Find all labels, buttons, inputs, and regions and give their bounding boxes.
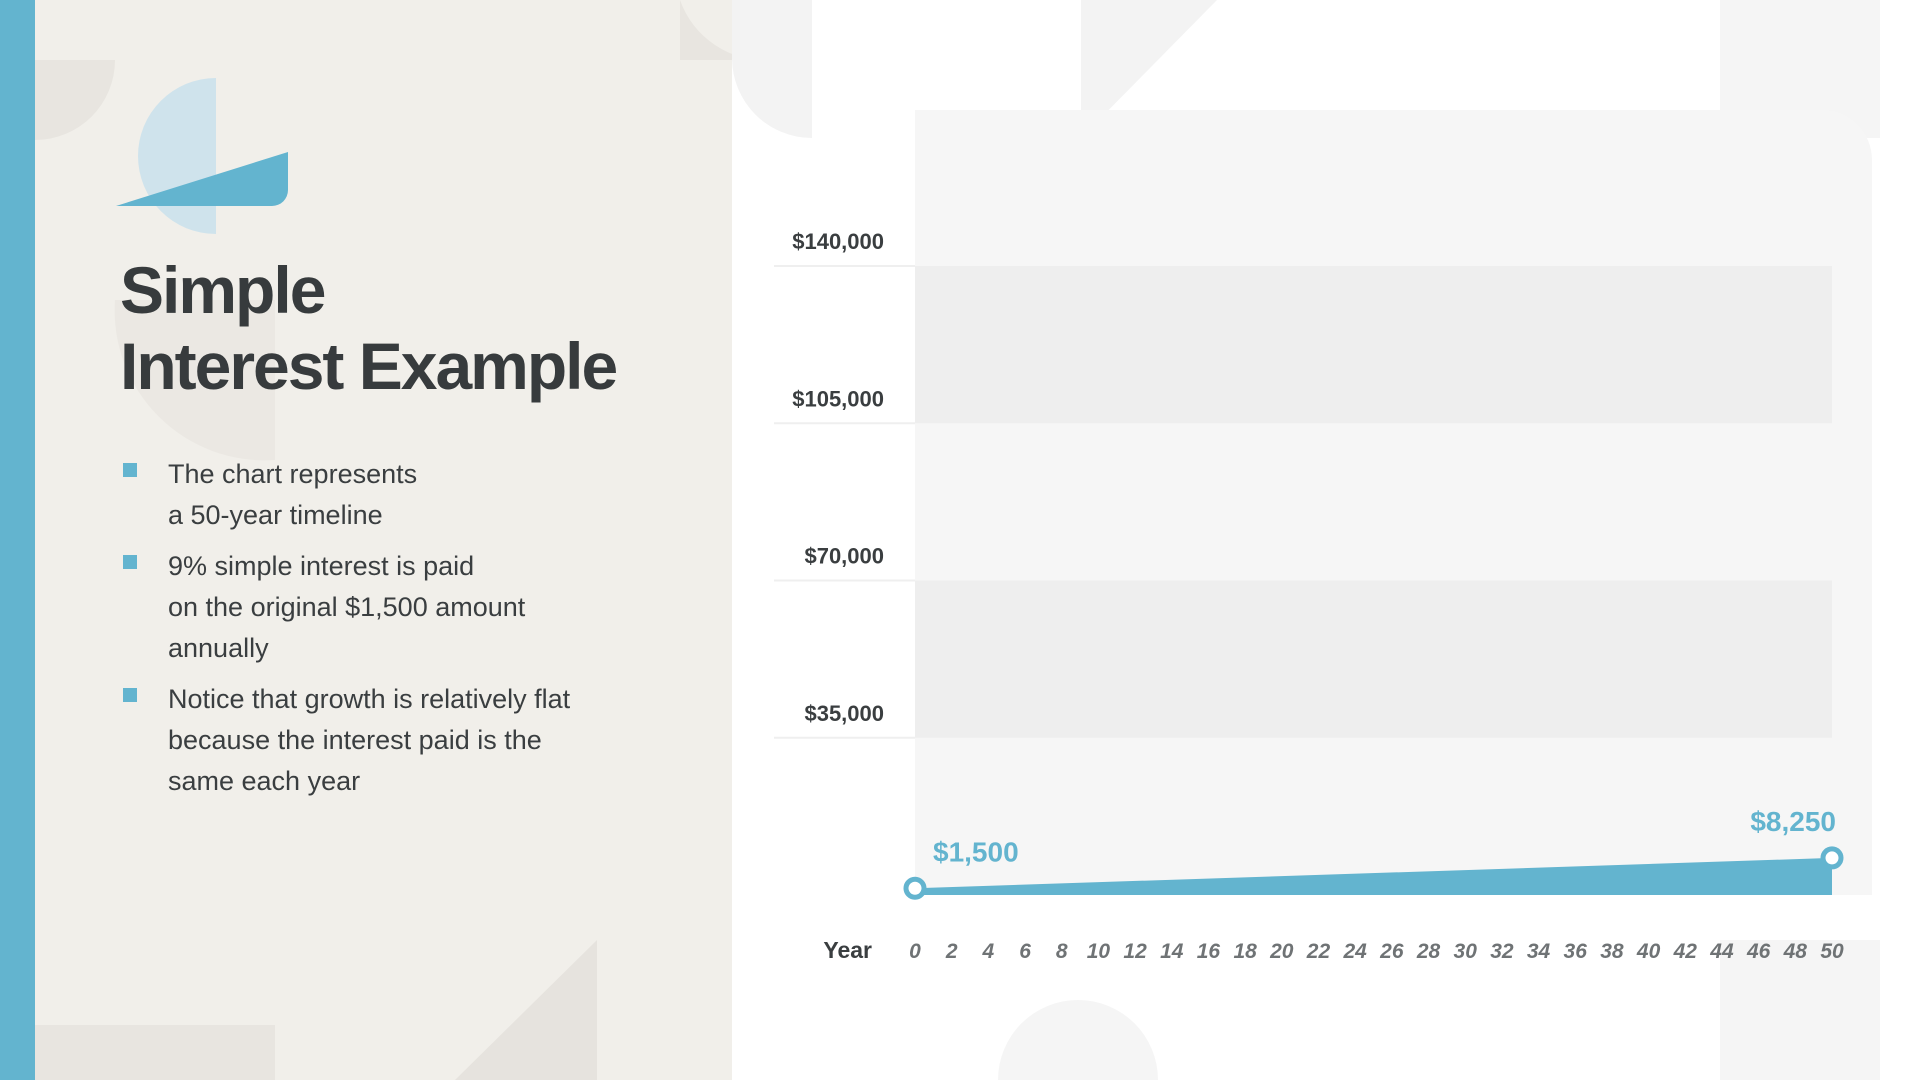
x-tick-label: 20 xyxy=(1269,940,1294,963)
y-tick-label: $70,000 xyxy=(804,544,884,569)
logo-icon xyxy=(116,78,288,234)
x-tick-label: 44 xyxy=(1709,940,1734,963)
x-tick-label: 36 xyxy=(1564,940,1588,963)
x-axis-label: Year xyxy=(823,937,872,963)
x-tick-label: 50 xyxy=(1820,940,1844,963)
y-tick-label: $35,000 xyxy=(804,701,884,726)
chart-area: $140,000 $105,000 $70,000 $35,000 $1,500 $8,2… xyxy=(732,0,1920,1080)
bullet-list: The chart represents a 50-year timeline … xyxy=(120,454,660,812)
bullet-2-line-2: on the original $1,500 amount xyxy=(168,592,526,622)
x-tick-label: 12 xyxy=(1123,940,1147,963)
x-tick-label: 26 xyxy=(1379,940,1404,963)
title-line-1: Simple xyxy=(120,253,326,327)
square-bullet-icon xyxy=(123,463,137,477)
slide-title: Simple Interest Example xyxy=(120,252,618,404)
x-tick-label: 10 xyxy=(1087,940,1111,963)
x-tick-label: 48 xyxy=(1783,940,1808,963)
x-tick-label: 24 xyxy=(1342,940,1367,963)
x-tick-label: 4 xyxy=(982,940,995,963)
bullet-3-line-1: Notice that growth is relatively flat xyxy=(168,684,571,714)
x-tick-label: 40 xyxy=(1636,940,1661,963)
x-tick-label: 42 xyxy=(1673,940,1698,963)
x-tick-label: 30 xyxy=(1454,940,1478,963)
bg-triangle xyxy=(455,940,597,1080)
x-tick-label: 2 xyxy=(945,940,958,963)
x-tick-label: 8 xyxy=(1056,940,1068,963)
simple-interest-chart: $140,000 $105,000 $70,000 $35,000 $1,500 $8,2… xyxy=(732,0,1880,1080)
grid-band xyxy=(915,266,1832,424)
x-tick-label: 34 xyxy=(1527,940,1551,963)
data-point-marker xyxy=(903,876,927,900)
x-tick-label: 38 xyxy=(1600,940,1624,963)
data-point-marker xyxy=(1820,846,1844,870)
x-tick-label: 28 xyxy=(1416,940,1441,963)
background-shapes xyxy=(35,0,732,1080)
bullet-1-line-1: The chart represents xyxy=(168,459,418,489)
bullet-1-line-2: a 50-year timeline xyxy=(168,500,383,530)
bg-arc-shape xyxy=(732,0,812,138)
chart-background xyxy=(915,110,1872,895)
bullet-3-line-2: because the interest paid is the xyxy=(168,725,542,755)
bg-corner-arc xyxy=(680,0,732,60)
bullet-2-line-3: annually xyxy=(168,633,269,663)
bullet-3-line-3: same each year xyxy=(168,766,361,796)
bg-triangle-shape xyxy=(1081,0,1217,138)
bullet-item: Notice that growth is relatively flat be… xyxy=(120,679,660,802)
bg-quarter-circle-2 xyxy=(114,300,275,461)
bg-block xyxy=(35,1025,275,1080)
title-line-2: Interest Example xyxy=(120,329,618,403)
x-tick-label: 46 xyxy=(1746,940,1771,963)
y-tick-label: $140,000 xyxy=(792,229,884,254)
y-tick-label: $105,000 xyxy=(792,386,884,411)
data-label: $8,250 xyxy=(1750,806,1836,837)
x-tick-label: 32 xyxy=(1490,940,1514,963)
data-label: $1,500 xyxy=(933,836,1019,867)
series-area xyxy=(915,857,1832,895)
x-tick-label: 6 xyxy=(1019,940,1031,963)
square-bullet-icon xyxy=(123,688,137,702)
grid-band xyxy=(915,580,1832,738)
x-tick-label: 14 xyxy=(1160,940,1184,963)
x-tick-label: 0 xyxy=(909,940,921,963)
bg-block-bottom xyxy=(1720,940,1880,1080)
x-tick-label: 18 xyxy=(1233,940,1257,963)
bullet-2-line-1: 9% simple interest is paid xyxy=(168,551,475,581)
x-tick-label: 22 xyxy=(1306,940,1331,963)
accent-bar xyxy=(0,0,35,1080)
bg-semicircle xyxy=(998,1000,1158,1080)
bg-quarter-circle xyxy=(35,60,115,140)
bullet-item: The chart represents a 50-year timeline xyxy=(120,454,660,536)
x-tick-label: 16 xyxy=(1197,940,1221,963)
bullet-item: 9% simple interest is paid on the origin… xyxy=(120,546,660,669)
square-bullet-icon xyxy=(123,555,137,569)
